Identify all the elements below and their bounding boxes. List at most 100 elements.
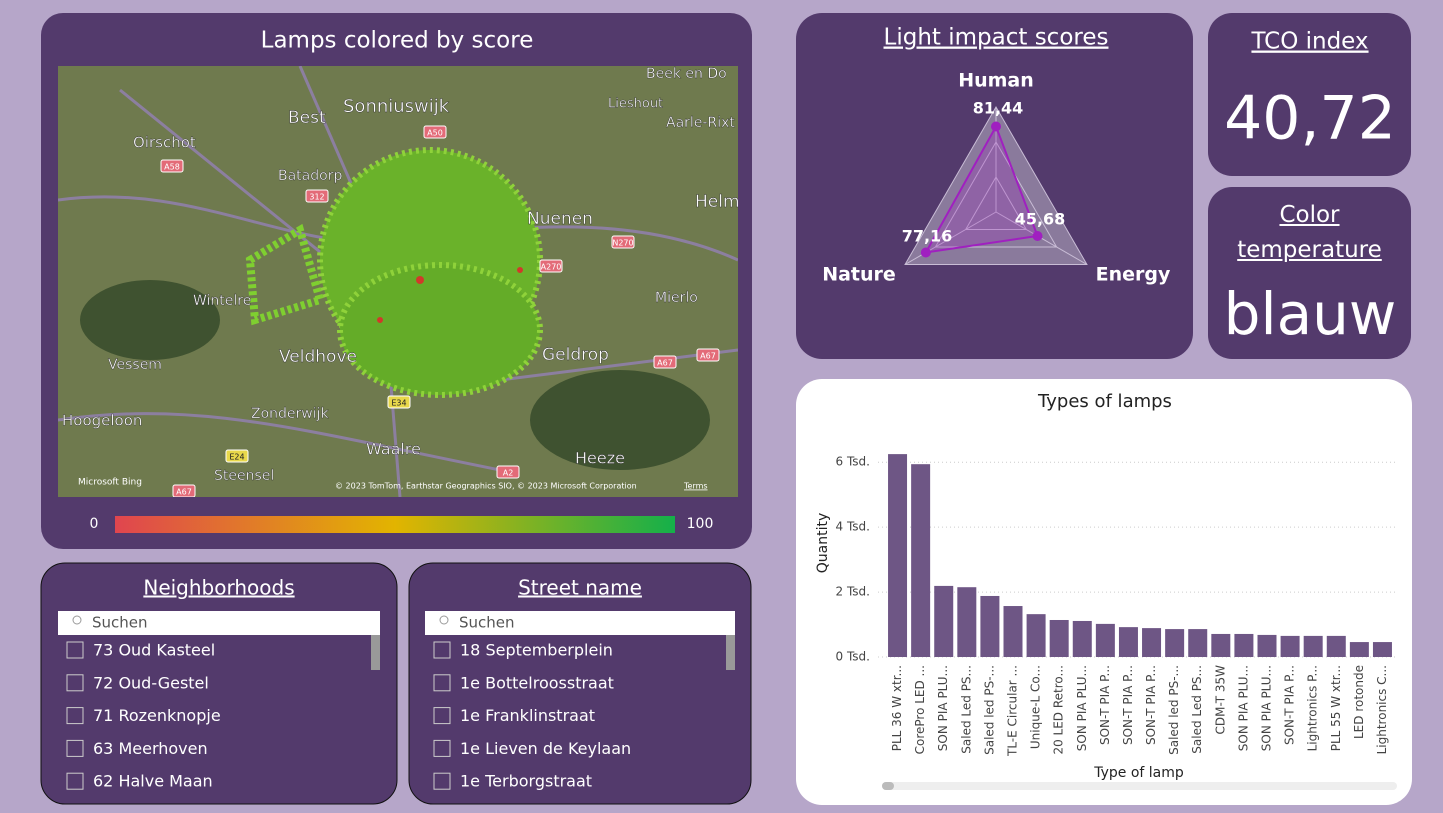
x-tick-label: Saled led PS-... [1167, 665, 1181, 755]
bar [957, 587, 977, 657]
road-label: A270 [541, 263, 562, 272]
place-label: Mierlo [655, 290, 698, 306]
place-label: Sonniuswijk [343, 96, 450, 117]
y-tick-label: 0 Tsd. [836, 650, 870, 664]
x-tick-label: CDM-T 35W [1213, 665, 1227, 735]
slicer-item[interactable]: 62 Halve Maan [93, 772, 213, 791]
search-placeholder: Suchen [459, 614, 515, 632]
slicer-item[interactable]: 1e Franklinstraat [460, 706, 595, 725]
place-label: Batadorp [278, 168, 342, 184]
x-tick-label: TL-E Circular ... [1006, 665, 1020, 757]
scrollbar-thumb[interactable] [371, 635, 380, 670]
road-label: E24 [229, 453, 244, 462]
place-label: Aarle-Rixt [666, 115, 735, 131]
tco-panel [1208, 13, 1411, 176]
road-shield [305, 189, 329, 203]
x-tick-label: 20 LED Retro... [1052, 665, 1066, 755]
x-tick-label: SON PIA PLU... [936, 665, 950, 751]
radar-point [1032, 230, 1043, 241]
search-box[interactable] [425, 611, 735, 635]
bar [1142, 628, 1162, 657]
checkbox[interactable] [433, 739, 451, 757]
place-label: Wintelre [193, 293, 251, 309]
map-provider: Microsoft Bing [78, 478, 142, 488]
place-label: Veldhove [279, 347, 357, 367]
place-label: Best [288, 108, 326, 128]
slicer-title: Street name [518, 576, 642, 600]
slicer-item[interactable]: 1e Terborgstraat [460, 772, 592, 791]
road-shield [496, 465, 520, 479]
slicer-item[interactable]: 1e Lieven de Keylaan [460, 739, 631, 758]
search-box[interactable] [58, 611, 380, 635]
bar [1072, 620, 1092, 657]
slicer-item[interactable]: 63 Meerhoven [93, 739, 208, 758]
bar [1188, 629, 1208, 657]
checkbox[interactable] [433, 641, 451, 659]
scrollbar-thumb[interactable] [882, 782, 894, 790]
road-shield [653, 355, 677, 369]
forest [530, 370, 710, 470]
road-label: A2 [503, 469, 514, 478]
road-label: E34 [391, 399, 406, 408]
checkbox[interactable] [66, 739, 84, 757]
road-label: A50 [427, 129, 443, 138]
x-tick-label: Saled Led PS... [959, 665, 973, 754]
bar [1118, 627, 1138, 657]
place-label: Heeze [575, 449, 625, 468]
x-tick-label: Lightronics C... [1375, 665, 1389, 754]
place-label: Steensel [214, 468, 274, 484]
x-tick-label: Lightronics P... [1306, 665, 1320, 751]
panel-title: Light impact scores [884, 25, 1109, 51]
slicer-item[interactable]: 72 Oud-Gestel [93, 673, 209, 692]
x-tick-label: SON PIA PLU... [1236, 665, 1250, 751]
checkbox[interactable] [66, 772, 84, 790]
radar-ring [964, 176, 1028, 230]
lamp-cluster [337, 262, 543, 398]
slicer-item[interactable]: 71 Rozenknopje [93, 706, 221, 725]
checkbox[interactable] [66, 707, 84, 725]
card-value: 40,72 [1224, 84, 1396, 154]
x-tick-label: Saled led PS-... [982, 665, 996, 755]
search-placeholder: Suchen [92, 614, 148, 632]
checkbox[interactable] [433, 772, 451, 790]
bar [1372, 642, 1392, 657]
bar [1049, 619, 1069, 657]
radar-ring [934, 141, 1058, 248]
chart-title: Types of lamps [1037, 391, 1172, 412]
bar [1026, 614, 1046, 657]
slicer-item[interactable]: 1e Bottelroosstraat [460, 673, 614, 692]
value-label: 81,44 [973, 99, 1024, 118]
road-shield [172, 484, 196, 497]
x-tick-label: SON PIA PLU... [1260, 665, 1274, 751]
bar [1003, 606, 1023, 657]
road-label: A67 [657, 359, 673, 368]
checkbox[interactable] [66, 641, 84, 659]
lamp-cluster [245, 223, 325, 326]
place-label: Beek en Do [646, 66, 727, 82]
checkbox[interactable] [433, 707, 451, 725]
road-shield [696, 348, 720, 362]
road-label: A67 [700, 352, 716, 361]
axis-label: Human [958, 70, 1034, 92]
checkbox[interactable] [433, 674, 451, 692]
scrollbar-thumb[interactable] [726, 635, 735, 670]
road-label: A67 [176, 488, 192, 497]
color-temp-panel [1208, 187, 1411, 359]
place-label: Nuenen [527, 209, 593, 229]
x-tick-label: Saled Led PS... [1190, 665, 1204, 754]
checkbox[interactable] [66, 674, 84, 692]
color-scale-bar [115, 516, 675, 533]
bar [1349, 642, 1369, 657]
road-shield [539, 259, 563, 273]
radar-spoke [904, 211, 997, 265]
search-icon [72, 615, 82, 625]
panel-title: Lamps colored by score [261, 28, 534, 54]
radar-area [923, 124, 1039, 254]
lamp-spot [377, 317, 383, 323]
bar [911, 464, 931, 657]
road-shield [387, 395, 411, 409]
slicer-item[interactable]: 73 Oud Kasteel [93, 641, 215, 660]
slicer-item[interactable]: 18 Septemberplein [460, 641, 613, 660]
